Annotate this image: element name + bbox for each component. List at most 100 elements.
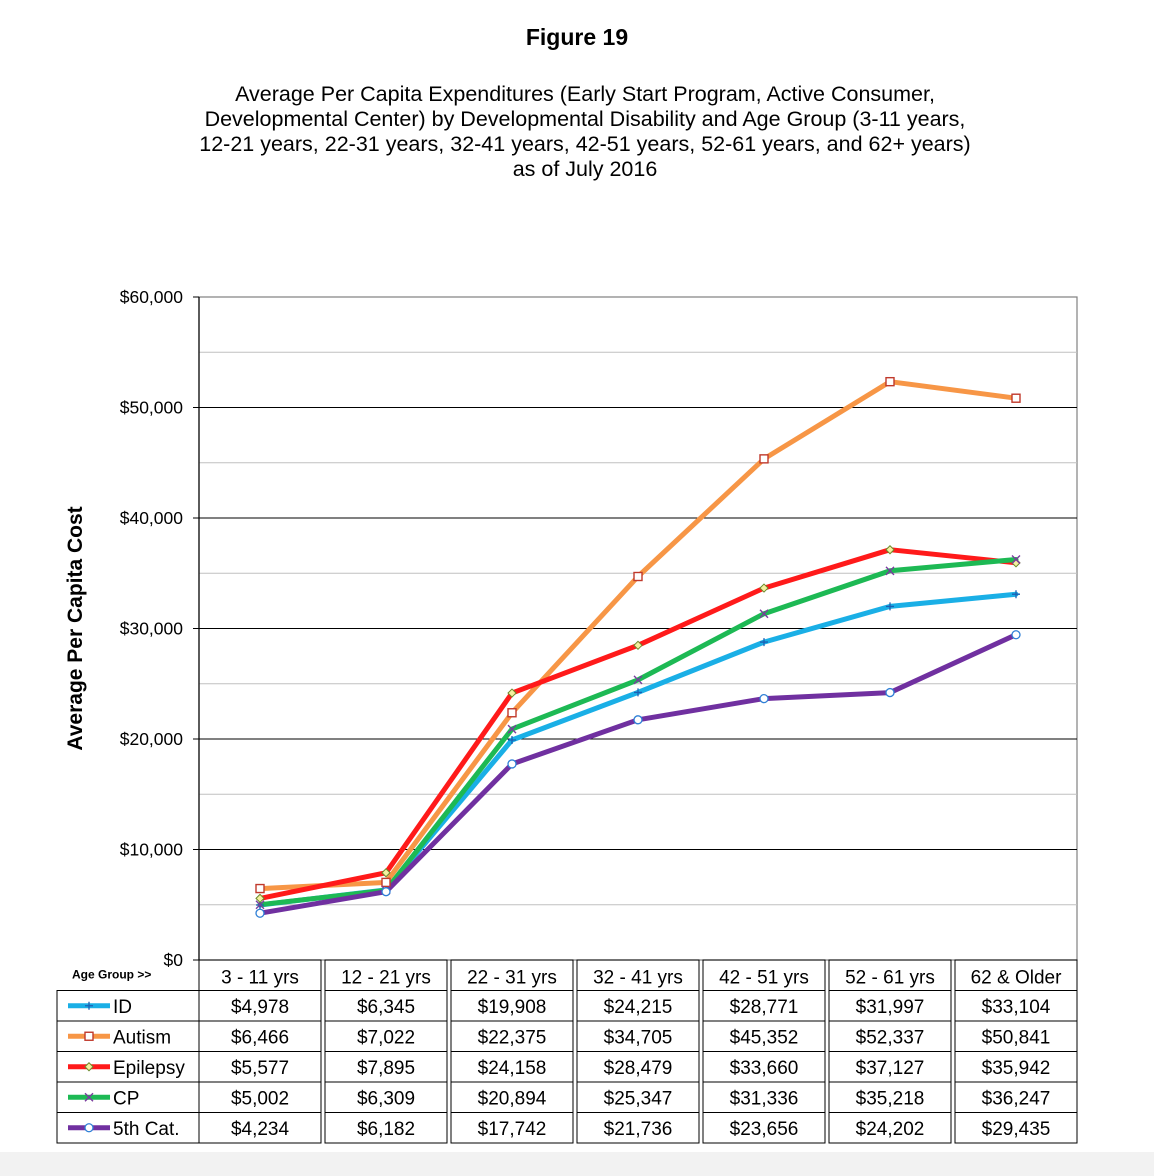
x-category-label: 32 - 41 yrs	[593, 968, 683, 989]
data-label-epilepsy: $28,479	[604, 1058, 673, 1079]
data-point-cp	[507, 724, 517, 734]
table-value-cell	[450, 1112, 574, 1144]
subtitle-line-4: as of July 2016	[512, 157, 658, 181]
data-label-autism: $50,841	[982, 1028, 1051, 1049]
data-label-autism: $7,022	[357, 1028, 415, 1049]
y-axis-title: Average Per Capita Cost	[64, 506, 87, 750]
table-value-cell	[702, 1112, 826, 1144]
data-label-cp: $36,247	[982, 1089, 1051, 1110]
data-label-5th-cat: $23,656	[730, 1119, 799, 1140]
x-category-label: 3 - 11 yrs	[221, 968, 299, 989]
data-point-epilepsy	[885, 545, 895, 555]
data-point-cp	[255, 900, 265, 910]
data-label-5th-cat: $17,742	[478, 1119, 547, 1140]
data-label-cp: $5,002	[231, 1089, 289, 1110]
table-value-cell	[324, 1112, 448, 1144]
data-point-5th-cat	[1011, 630, 1021, 640]
table-value-cell	[198, 1112, 322, 1144]
data-point-epilepsy	[507, 688, 517, 698]
data-point-5th-cat	[759, 693, 769, 704]
data-point-epilepsy	[633, 640, 643, 651]
y-tick-label: $10,000	[120, 840, 184, 860]
chart-subtitle: Average Per Capita Expenditures (Early S…	[100, 82, 1070, 182]
subtitle-line-2: Developmental Center) by Developmental D…	[204, 107, 966, 131]
y-tick-label: $40,000	[120, 508, 184, 528]
data-label-5th-cat: $6,182	[357, 1119, 415, 1140]
y-tick-label: $30,000	[120, 619, 184, 639]
data-label-cp: $35,218	[856, 1089, 925, 1110]
data-label-autism: $6,466	[231, 1028, 289, 1049]
legend-label-autism: Autism	[113, 1028, 171, 1049]
data-label-autism: $45,352	[730, 1028, 799, 1049]
data-point-5th-cat	[885, 687, 895, 698]
data-point-cp	[885, 566, 895, 576]
data-label-autism: $52,337	[856, 1028, 925, 1049]
legend-marker-epilepsy	[84, 1062, 94, 1072]
data-label-id: $6,345	[357, 997, 415, 1018]
x-category-label: 42 - 51 yrs	[719, 968, 809, 989]
data-label-epilepsy: $35,942	[982, 1058, 1051, 1079]
data-point-autism	[255, 883, 265, 894]
data-point-epilepsy	[759, 583, 769, 593]
data-label-5th-cat: $4,234	[231, 1119, 290, 1140]
data-label-epilepsy: $7,895	[357, 1058, 415, 1079]
legend-label-5th-cat: 5th Cat.	[113, 1119, 180, 1140]
data-label-5th-cat: $21,736	[604, 1119, 673, 1140]
data-point-5th-cat	[255, 908, 265, 918]
y-tick-label: $60,000	[120, 287, 184, 307]
data-point-cp	[759, 609, 769, 619]
data-label-autism: $22,375	[478, 1028, 547, 1049]
data-point-5th-cat	[381, 887, 391, 897]
data-point-5th-cat	[633, 715, 643, 725]
data-label-epilepsy: $24,158	[478, 1058, 547, 1079]
table-value-cell	[576, 1112, 700, 1144]
y-tick-label: $0	[164, 950, 184, 970]
table-value-cell	[954, 1112, 1078, 1144]
legend-marker-cp	[84, 1092, 94, 1102]
legend-label-epilepsy: Epilepsy	[113, 1058, 185, 1079]
data-point-autism	[507, 708, 517, 718]
table-header-caption: Age Group >>	[72, 968, 151, 982]
table-value-cell	[828, 1112, 952, 1144]
series-line-autism	[257, 379, 1019, 892]
data-label-cp: $31,336	[730, 1089, 799, 1110]
y-tick-label: $20,000	[120, 729, 184, 749]
data-label-epilepsy: $37,127	[856, 1058, 925, 1079]
data-label-cp: $25,347	[604, 1089, 673, 1110]
series-line-5th-cat	[257, 632, 1019, 916]
subtitle-line-1: Average Per Capita Expenditures (Early S…	[235, 82, 935, 106]
page-bottom-bar	[0, 1152, 1154, 1176]
legend-marker-5th-cat	[84, 1123, 94, 1133]
series-line-cp	[257, 557, 1019, 908]
x-category-label: 62 & Older	[971, 968, 1062, 989]
data-label-cp: $6,309	[357, 1089, 415, 1110]
legend-label-id: ID	[113, 997, 132, 1018]
data-label-id: $33,104	[982, 997, 1051, 1018]
line-chart-with-data-table: $0 $10,000 $20,000 $30,000 $40,000 $50,000 $60…	[56, 287, 1078, 1144]
data-point-cp	[633, 675, 643, 685]
data-label-id: $31,997	[856, 997, 925, 1018]
data-point-cp	[1011, 554, 1021, 564]
x-category-label: 22 - 31 yrs	[467, 968, 557, 989]
data-label-5th-cat: $29,435	[982, 1119, 1051, 1140]
x-category-label: 12 - 21 yrs	[341, 968, 431, 989]
figure-label: Figure 19	[525, 24, 629, 50]
legend-marker-autism	[84, 1031, 94, 1041]
data-label-id: $19,908	[478, 997, 547, 1018]
data-point-autism	[633, 571, 643, 582]
data-label-epilepsy: $5,577	[231, 1058, 289, 1079]
data-label-5th-cat: $24,202	[856, 1119, 925, 1140]
data-point-id	[634, 688, 642, 697]
data-label-id: $4,978	[231, 997, 289, 1018]
data-point-5th-cat	[507, 759, 517, 769]
data-point-autism	[1011, 393, 1021, 403]
subtitle-line-3: 12-21 years, 22-31 years, 32-41 years, 4…	[199, 132, 971, 156]
data-point-autism	[885, 376, 895, 387]
data-label-epilepsy: $33,660	[730, 1058, 799, 1079]
legend-label-cp: CP	[113, 1089, 139, 1110]
data-point-id	[760, 638, 768, 647]
data-point-autism	[759, 454, 769, 464]
data-label-autism: $34,705	[604, 1028, 673, 1049]
data-point-id	[886, 602, 894, 611]
data-point-epilepsy	[381, 868, 391, 878]
